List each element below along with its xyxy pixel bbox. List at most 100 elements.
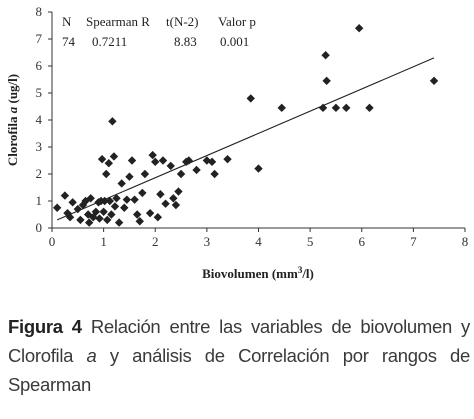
- y-axis-title-prefix: Clorofila: [5, 113, 20, 166]
- y-tick-label: 7: [36, 31, 43, 46]
- data-point: [102, 169, 111, 179]
- data-point: [99, 207, 108, 216]
- x-axis-title: Biovolumen (mm3/l): [202, 265, 314, 281]
- data-point: [86, 194, 95, 203]
- data-point: [100, 196, 109, 206]
- data-point: [81, 196, 90, 206]
- x-tick-label: 8: [462, 234, 469, 249]
- data-point: [117, 179, 126, 188]
- data-point: [103, 215, 112, 225]
- data-point: [171, 200, 181, 210]
- data-point: [161, 199, 170, 208]
- data-point: [210, 169, 219, 179]
- x-tick-label: 3: [204, 234, 211, 249]
- x-tick-label: 0: [49, 234, 56, 249]
- data-point: [429, 76, 439, 86]
- data-point: [322, 76, 331, 86]
- data-point: [223, 154, 232, 164]
- x-tick-label: 4: [255, 234, 262, 249]
- data-point: [174, 187, 183, 196]
- data-point: [91, 207, 101, 216]
- data-point: [135, 217, 144, 226]
- caption-figure-label: Figura 4: [8, 316, 82, 337]
- data-point: [138, 188, 147, 198]
- data-points: [52, 24, 439, 227]
- stats-value: 0.7211: [92, 34, 127, 49]
- data-point: [109, 152, 119, 161]
- stats-table: N Spearman R t(N-2) Valor p 74 0.7211 8.83 0.00…: [62, 14, 256, 49]
- data-point: [65, 213, 75, 222]
- trendline-group: [56, 57, 435, 221]
- stats-value: 8.83: [174, 34, 197, 49]
- data-point: [158, 156, 168, 165]
- axis-ticks: 0 1 2 3 4 5 6 7 8 0 1 2 3 4 5 6 7 8: [36, 4, 469, 249]
- data-point: [73, 204, 83, 214]
- data-point: [107, 210, 116, 219]
- data-point: [84, 218, 94, 227]
- data-point: [125, 172, 134, 181]
- x-tick-label: 2: [152, 234, 159, 249]
- y-tick-label: 8: [36, 4, 43, 19]
- data-point: [76, 215, 85, 225]
- y-axis-title-suffix: (ug/l): [5, 74, 20, 107]
- data-point: [184, 156, 194, 165]
- data-point: [127, 156, 137, 165]
- y-tick-label: 3: [36, 139, 43, 154]
- y-tick-label: 6: [36, 58, 43, 73]
- data-point: [130, 195, 139, 204]
- caption-italic-a: a: [86, 345, 97, 366]
- x-tick-label: 5: [307, 234, 314, 249]
- data-point: [331, 103, 341, 113]
- data-point: [202, 156, 212, 165]
- y-axis-title-italic: a: [5, 106, 20, 113]
- data-point: [207, 157, 217, 167]
- data-point: [151, 157, 160, 167]
- data-point: [153, 213, 163, 222]
- caption-text-before: Relación entre las variables de biovolum…: [8, 316, 471, 366]
- data-point: [246, 94, 255, 103]
- y-tick-label: 0: [36, 220, 43, 235]
- data-point: [145, 208, 155, 218]
- trendline: [56, 57, 435, 221]
- data-point: [95, 214, 104, 223]
- scatter-chart: 0 1 2 3 4 5 6 7 8 0 1 2 3 4 5 6 7 8 N Spearman R t(N-2) Valo…: [5, 4, 469, 281]
- y-tick-label: 1: [36, 193, 43, 208]
- x-axis-title-sup: 3: [298, 265, 303, 275]
- stats-value: 74: [62, 34, 76, 49]
- stats-header: Valor p: [218, 14, 256, 29]
- data-point: [254, 164, 263, 173]
- data-point: [342, 103, 351, 113]
- data-point: [156, 190, 165, 199]
- data-point: [60, 191, 70, 200]
- data-point: [354, 24, 364, 33]
- stats-header: N: [62, 14, 72, 29]
- data-point: [120, 203, 129, 212]
- stats-header: t(N-2): [166, 14, 199, 29]
- data-point: [114, 218, 124, 227]
- data-point: [122, 195, 132, 204]
- data-point: [110, 202, 120, 211]
- data-point: [321, 51, 330, 60]
- stats-value: 0.001: [220, 34, 249, 49]
- data-point: [97, 154, 107, 164]
- y-axis-title: Clorofila a (ug/l): [5, 74, 20, 166]
- data-point: [104, 159, 113, 168]
- data-point: [192, 165, 201, 175]
- data-point: [148, 150, 157, 160]
- data-point: [108, 117, 117, 126]
- data-point: [68, 198, 77, 207]
- x-axis-title-end: /l): [301, 266, 314, 281]
- caption-text-after: y análisis de Correlación por rangos de …: [8, 345, 470, 395]
- data-point: [140, 169, 150, 179]
- x-tick-label: 6: [359, 234, 366, 249]
- y-tick-label: 5: [36, 85, 43, 100]
- figure-caption: Figura 4 Relación entre las variables de…: [8, 312, 470, 399]
- data-point: [277, 103, 286, 113]
- y-tick-label: 4: [36, 112, 43, 127]
- data-point: [176, 169, 186, 179]
- data-point: [132, 210, 142, 219]
- data-point: [52, 203, 62, 212]
- x-tick-label: 7: [410, 234, 417, 249]
- data-point: [365, 103, 374, 113]
- stats-header: Spearman R: [86, 14, 150, 29]
